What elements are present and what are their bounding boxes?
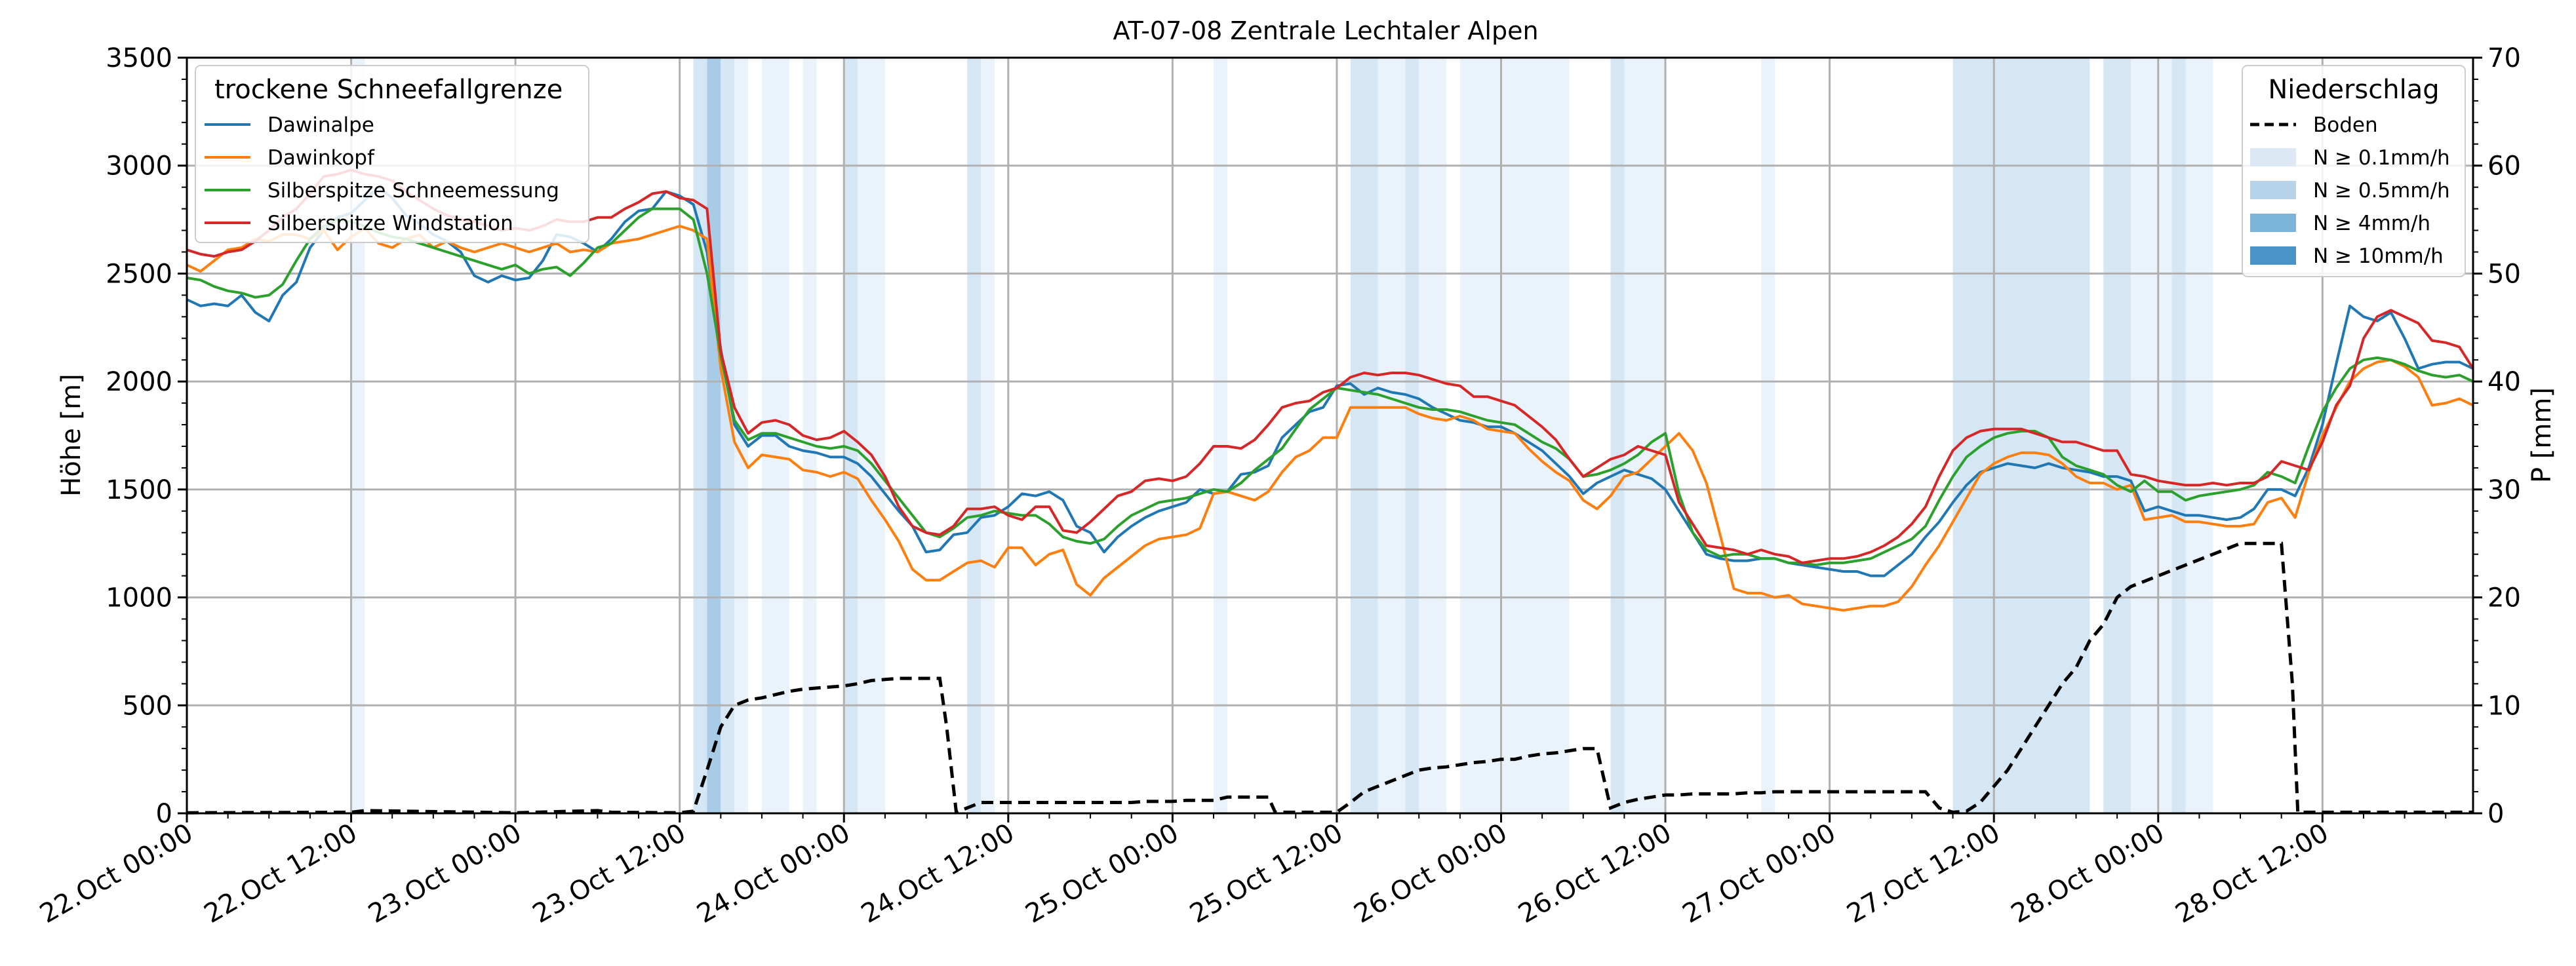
precip-band [1952,58,2090,813]
legend-patch-swatch [2250,181,2296,199]
precip-band [2185,58,2213,813]
y2-tick-label: 20 [2487,583,2521,613]
legend-label: Silberspitze Windstation [268,212,513,235]
legend-snowline: trockene Schneefallgrenze DawinalpeDawin… [195,65,589,243]
precip-band [721,58,735,813]
y-axis-left: 0 500 1000 1500 2000 2500 3000 3500 [106,43,187,829]
y2-tick-label: 10 [2487,691,2521,721]
legend-precip-box [2242,65,2466,277]
series-line-boden [186,541,2473,815]
y2-tick-label: 30 [2487,475,2521,505]
series-line [186,225,2474,612]
y-tick-label: 1500 [106,475,172,505]
precip-band [351,58,365,813]
legend-label: Dawinkopf [268,146,375,170]
y-tick-label: 1000 [106,583,172,613]
chart-title: AT-07-08 Zentrale Lechtaler Alpen [1113,16,1538,45]
y-tick-label: 2500 [106,259,172,289]
y-tick-label: 0 [156,799,172,829]
plot-frame [186,56,2474,815]
y-tick-label: 2000 [106,367,172,397]
y2-tick-label: 50 [2487,259,2521,289]
legend-patch-swatch [2250,214,2296,232]
legend-label: Silberspitze Schneemessung [268,179,559,203]
y-axis-right: 0 10 20 30 40 50 60 70 [2473,43,2521,829]
precip-band [2130,58,2172,813]
legend-label: N ≥ 0.1mm/h [2313,146,2450,170]
precip-band [2103,58,2131,813]
legend-precip-entries: Boden N ≥ 0.1mm/h N ≥ 0.5mm/h N ≥ 4mm/h N ≥ … [2250,113,2450,268]
precip-band [1214,58,1227,813]
precip-band [858,58,885,813]
y-tick-label: 3500 [106,43,172,73]
legend-precip: Niederschlag Boden N ≥ 0.1mm/h N ≥ 0.5mm/h… [2242,65,2466,277]
legend-snowline-entries: Dawinalpe Dawinkopf Silberspitze Schneemes… [205,113,559,235]
precip-band [1419,58,1446,813]
legend-label: N ≥ 0.5mm/h [2313,179,2450,203]
precip-band [1350,58,1378,813]
precip-band [1624,58,1666,813]
precip-band [967,58,981,813]
legend-snowline-title: trockene Schneefallgrenze [214,75,563,105]
y2-tick-label: 0 [2487,799,2504,829]
legend-patch-swatch [2250,246,2296,265]
precip-band [1761,58,1775,813]
y2-tick-label: 60 [2487,151,2521,182]
y-tick-label: 500 [123,691,172,721]
legend-label: Dawinalpe [268,113,374,137]
y2-tick-label: 40 [2487,367,2521,397]
legend-precip-title: Niederschlag [2268,75,2439,105]
legend-label: N ≥ 4mm/h [2313,212,2430,235]
precip-band [707,58,721,813]
precip-band [1610,58,1625,813]
precip-band [2171,58,2186,813]
legend-label: Boden [2313,113,2378,137]
precip-band [693,58,707,813]
y2-tick-label: 70 [2487,43,2521,73]
y2-axis-label: P [mm] [2527,387,2557,483]
y-tick-label: 3000 [106,151,172,182]
precip-band [1405,58,1419,813]
y-axis-label: Höhe [m] [56,374,87,496]
precip-band [803,58,817,813]
precip-band [1377,58,1406,813]
legend-label: N ≥ 10mm/h [2313,244,2444,268]
legend-patch-swatch [2250,148,2296,166]
precip-band [981,58,995,813]
boden-series [186,541,2473,815]
legend-snowline-box [195,65,589,243]
series-line [186,207,2474,567]
